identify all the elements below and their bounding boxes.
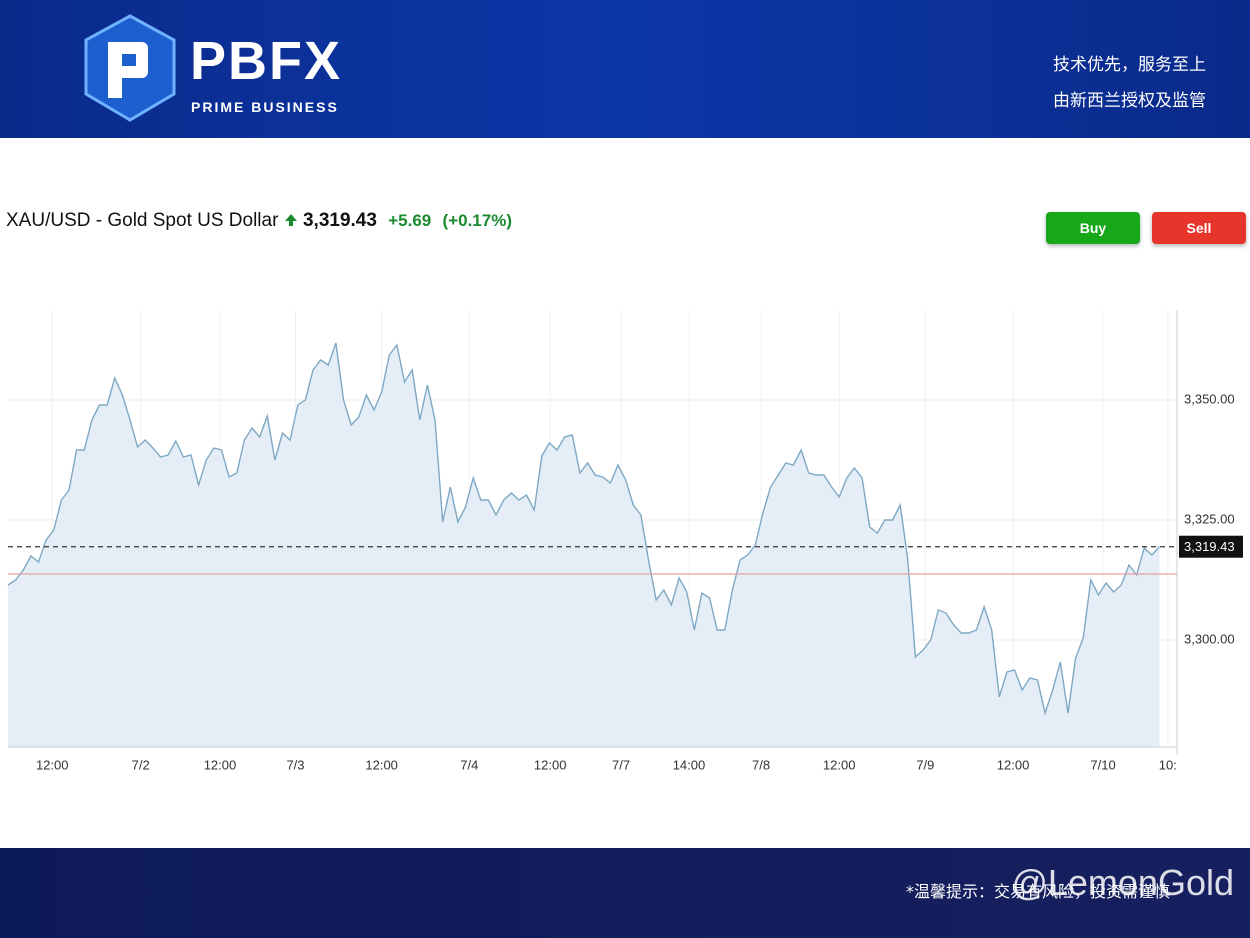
- x-tick-label: 12:00: [823, 757, 856, 772]
- price: 3,319.43: [302, 210, 377, 231]
- x-tick-label: 12:00: [365, 757, 398, 772]
- area-fill: [8, 343, 1160, 747]
- x-tick-label: 7/10: [1090, 757, 1115, 772]
- up-arrow: [284, 214, 297, 226]
- x-tick-label: 7/2: [132, 757, 150, 772]
- x-tick-label: 12:00: [997, 757, 1030, 772]
- watermark: @LemonGold: [1011, 862, 1234, 903]
- footer-notice: *温馨提示：交易有风险，投资需谨慎: [905, 882, 1170, 901]
- slogan: 技术优先，服务至上: [1053, 55, 1206, 75]
- y-tick-label: 3,325.00: [1184, 511, 1235, 526]
- buy-button[interactable]: Buy: [1046, 212, 1140, 244]
- y-tick-label: 3,300.00: [1184, 631, 1235, 646]
- x-tick-label: 12:00: [204, 757, 237, 772]
- x-tick-label: 14:00: [673, 757, 706, 772]
- x-tick-label: 12:00: [534, 757, 567, 772]
- x-tick-label: 12:00: [36, 757, 69, 772]
- logo-icon: [84, 14, 176, 122]
- x-tick-label: 7/4: [460, 757, 478, 772]
- chart: 12:00 7/2 12:00 7/3 12:00 7/4 12:00 7/7 14:00 7/8…: [7, 310, 1243, 772]
- x-tick-label: 7/8: [752, 757, 770, 772]
- price-line: [7, 342, 1161, 716]
- x-tick-label: 10:: [1159, 757, 1177, 772]
- footer: *温馨提示：交易有风险，投资需谨慎 @LemonGold: [0, 848, 1250, 938]
- instrument-header: XAU/USD - Gold Spot US Dollar 3,319.43 +…: [6, 210, 512, 232]
- change: +5.69: [388, 211, 432, 230]
- y-tick-label: 3,350.00: [1184, 391, 1235, 406]
- logo-subtitle: PRIME BUSINESS: [191, 99, 339, 115]
- x-tick-label: 7/9: [916, 757, 934, 772]
- instrument-name: XAU/USD - Gold Spot US Dollar: [6, 210, 279, 231]
- sell-button[interactable]: Sell: [1152, 212, 1246, 244]
- logo-text: PBFX: [190, 31, 343, 91]
- change-pct: (+0.17%): [442, 211, 512, 230]
- x-tick-label: 7/3: [286, 757, 304, 772]
- slogan: 由新西兰授权及监管: [1053, 91, 1206, 111]
- header: PBFX PRIME BUSINESS 技术优先，服务至上 由新西兰授权及监管: [0, 0, 1250, 138]
- x-tick-label: 7/7: [612, 757, 630, 772]
- last-price-label: 3,319.43: [1184, 539, 1235, 554]
- last-price-box: [1179, 535, 1243, 558]
